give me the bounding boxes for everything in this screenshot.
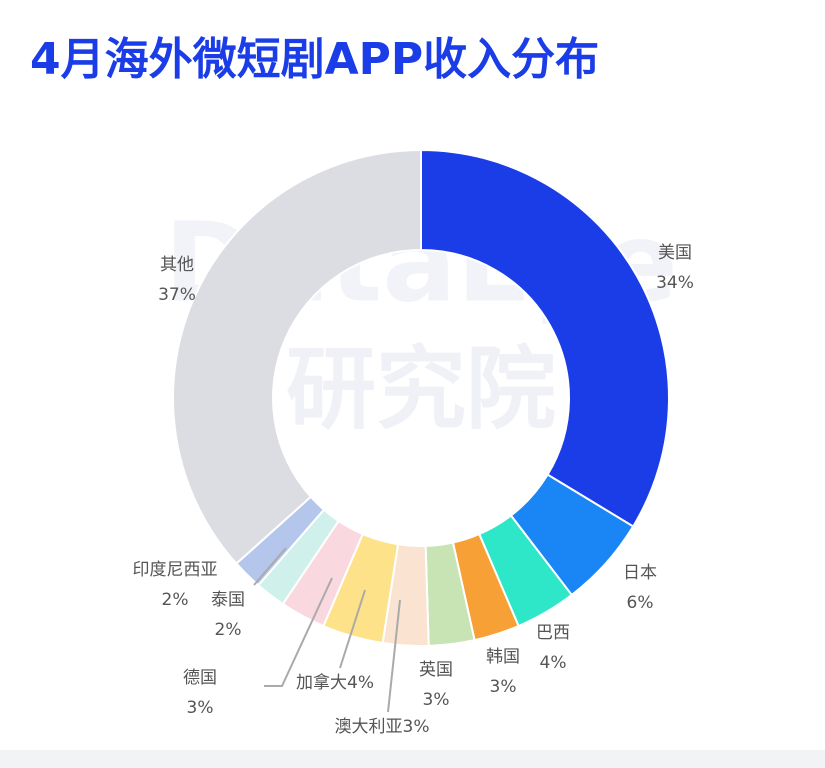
category-label: 澳大利亚 [335,717,403,737]
chart-title: 4月海外微短剧APP收入分布 [30,34,599,85]
value-label: 3% [403,717,430,737]
category-label: 印度尼西亚 [133,560,218,580]
value-label: 2% [215,620,242,640]
category-label: 韩国 [486,647,520,667]
category-label: 德国 [183,668,217,688]
category-label: 加拿大 [296,672,347,693]
category-label: 泰国 [211,590,245,610]
value-label: 3% [490,677,517,697]
donut-slice [172,148,422,565]
category-label: 日本 [623,563,657,583]
value-label: 4% [347,673,374,693]
data-label: 加拿大4% [296,672,374,693]
watermark: 研究院 [286,337,556,442]
value-label: 6% [627,593,654,613]
leader-line [387,599,401,713]
leader-line [264,577,333,687]
category-label: 英国 [419,660,453,680]
leader-line [339,589,366,669]
value-label: 2% [162,590,189,610]
footer-band [0,750,825,768]
category-label: 美国 [658,243,692,263]
category-label: 巴西 [536,623,570,643]
value-label: 3% [423,690,450,710]
category-label: 其他 [160,255,194,275]
donut-slice [420,148,670,528]
value-label: 3% [187,698,214,718]
value-label: 37% [158,285,196,305]
value-label: 4% [540,653,567,673]
leader-line [253,547,287,586]
value-label: 34% [656,273,694,293]
data-label: 澳大利亚3% [335,717,430,737]
